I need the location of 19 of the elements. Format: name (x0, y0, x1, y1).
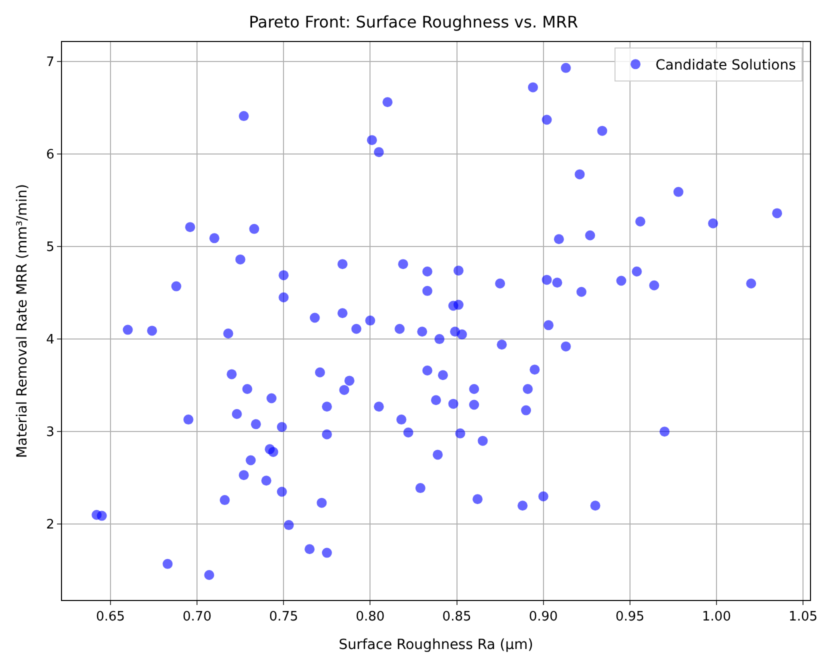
x-tick-label: 1.05 (788, 610, 818, 625)
y-tick-label: 3 (46, 425, 54, 440)
x-tick-label: 0.70 (182, 610, 212, 625)
y-tick-label: 7 (46, 54, 54, 70)
x-tick-label: 0.80 (356, 610, 385, 625)
y-tick-label: 6 (46, 148, 54, 163)
x-tick-label: 0.65 (96, 610, 125, 625)
chart-title: Pareto Front: Surface Roughness vs. MRR (248, 12, 578, 32)
x-tick-label: 0.95 (615, 610, 644, 625)
y-tick-label: 4 (46, 332, 54, 348)
x-tick-label: 0.85 (442, 610, 472, 625)
x-tick-label: 0.75 (269, 610, 298, 625)
y-tick-label: 5 (46, 240, 54, 256)
x-axis-title: Surface Roughness Ra (µm) (338, 636, 534, 653)
y-tick-label: 2 (46, 518, 54, 533)
y-axis-title: Material Removal Rate MRR (mm³/min) (14, 184, 31, 458)
legend-label: Candidate Solutions (656, 58, 796, 74)
x-tick-label: 1.00 (702, 610, 731, 625)
x-tick-label: 0.90 (528, 610, 558, 625)
